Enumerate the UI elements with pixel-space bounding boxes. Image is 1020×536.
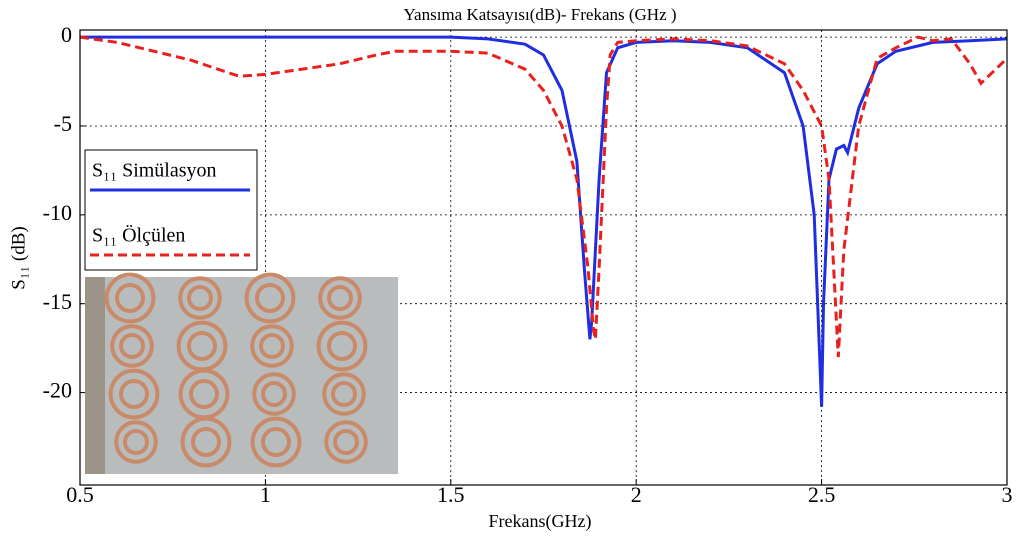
y-tick-label: -10 [43,200,72,225]
ring-inner [255,283,285,313]
photo-rings [104,272,368,468]
ring-outer [252,372,296,416]
plot-lines [79,35,1009,407]
ring-inner [259,333,285,359]
legend: S₁₁ Simülasyon S₁₁ Ölçülen [84,149,258,271]
series-line [79,35,1009,358]
ring-outer [250,324,294,368]
ring-outer [244,272,296,324]
x-tick-label: 2.5 [808,482,836,507]
legend-label: S₁₁ Simülasyon [92,160,217,182]
ring-inner [119,379,149,409]
legend-label: S₁₁ Ölçülen [92,224,185,247]
x-tick-label: 1.5 [437,482,465,507]
ring-outer [178,276,222,320]
x-tick-label: 3 [1002,482,1013,507]
photo-edge [85,277,105,474]
x-tick-label: 2 [631,482,642,507]
ring-outer [324,420,368,464]
ring-outer [322,372,366,416]
ring-outer [114,420,158,464]
ring-inner [331,381,357,407]
ring-outer [180,416,232,468]
ring-inner [327,331,357,361]
inset-photo [85,272,398,474]
plot-frame [79,29,1008,486]
ring-inner [115,283,145,313]
ring-outer [104,272,156,324]
ring-inner [123,429,149,455]
ring-outer [110,324,154,368]
ring-inner [261,427,291,457]
ring-inner [189,379,219,409]
ring-inner [119,333,145,359]
y-tick-label: -20 [43,378,72,403]
ring-inner [187,331,217,361]
ring-inner [333,429,359,455]
ring-inner [191,427,221,457]
x-tick-label: 0.5 [66,482,94,507]
y-tick-label: -15 [43,289,72,314]
ring-inner [327,285,353,311]
ring-inner [187,285,213,311]
ring-outer [316,320,368,372]
y-tick-label: -5 [54,111,72,136]
x-tick-label: 1 [260,482,271,507]
chart-title: Yansıma Katsayısı(dB)- Frekans (GHz ) [403,5,676,24]
ring-outer [318,276,362,320]
legend-box [84,149,258,271]
y-tick-label: 0 [61,22,72,47]
series-line [80,35,1008,407]
x-axis-label: Frekans(GHz) [489,511,592,532]
ring-inner [261,381,287,407]
ring-outer [108,368,160,420]
y-axis-label: S₁₁ (dB) [8,226,29,289]
ring-outer [250,416,302,468]
